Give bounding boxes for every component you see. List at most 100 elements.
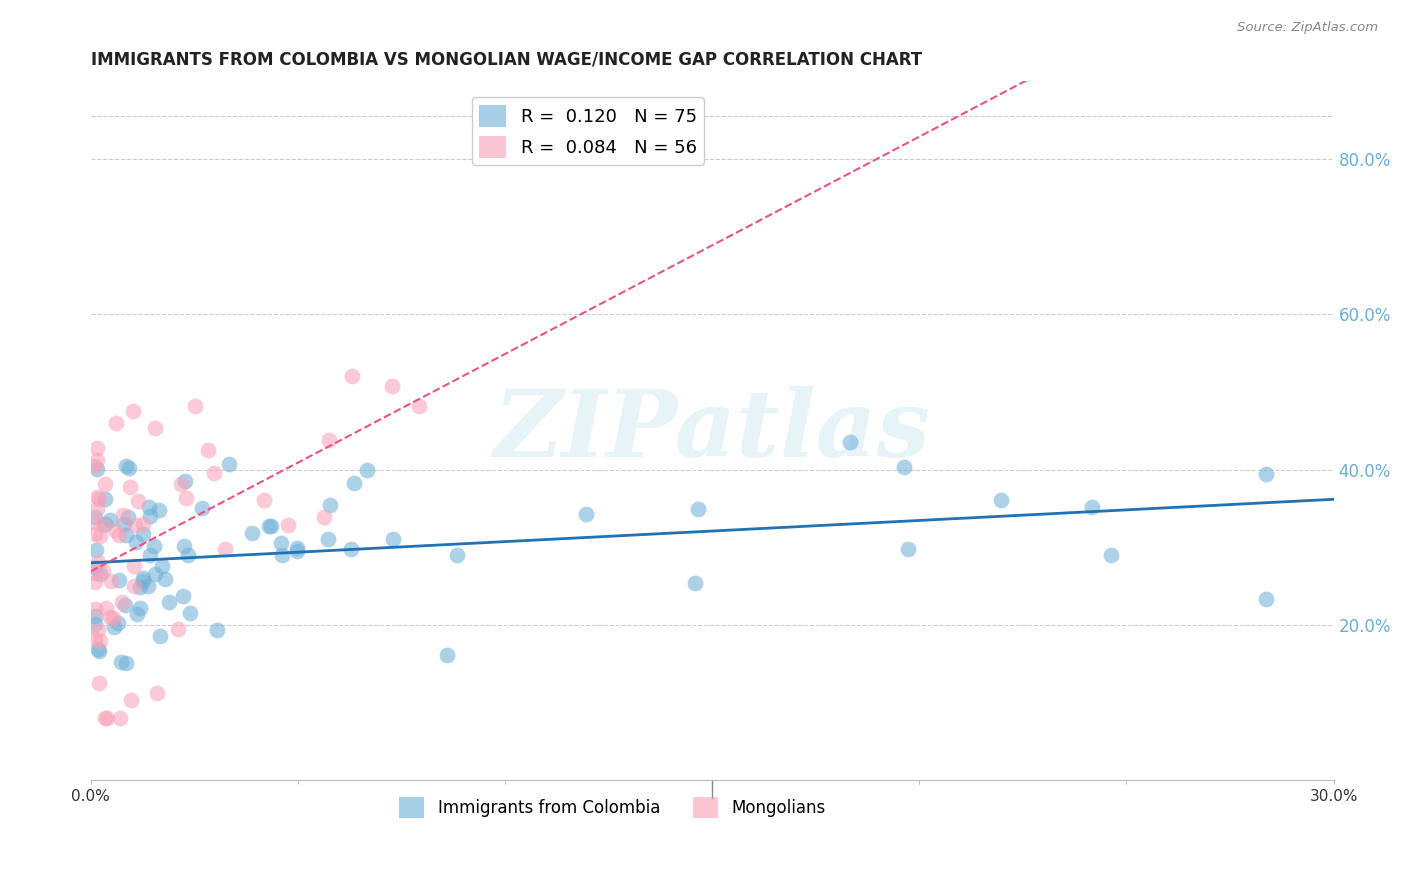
Point (108, 528, 131, 542)
Point (112, 516, 135, 531)
Point (115, 656, 138, 670)
Point (343, 475, 366, 490)
Point (117, 510, 139, 524)
Point (173, 539, 195, 553)
Point (148, 503, 170, 517)
Point (122, 403, 145, 417)
Point (318, 434, 340, 448)
Point (87, 641, 110, 656)
Text: Source: ZipAtlas.com: Source: ZipAtlas.com (1237, 21, 1378, 34)
Point (129, 580, 152, 594)
Point (115, 527, 138, 541)
Point (94, 492, 117, 507)
Point (340, 369, 363, 384)
Point (446, 548, 468, 562)
Point (839, 435, 862, 450)
Point (139, 508, 162, 523)
Point (132, 527, 155, 541)
Point (114, 598, 136, 612)
Point (259, 519, 281, 533)
Point (94, 477, 117, 491)
Point (83, 574, 105, 589)
Point (107, 615, 129, 630)
Point (197, 442, 219, 457)
Point (111, 508, 134, 522)
Point (89, 634, 111, 648)
Point (270, 535, 292, 549)
Point (176, 491, 198, 505)
Point (127, 494, 149, 508)
Point (98, 513, 121, 527)
Point (110, 656, 132, 670)
Point (897, 541, 920, 556)
Point (120, 480, 142, 494)
Point (316, 532, 339, 546)
Point (340, 541, 363, 556)
Point (136, 579, 159, 593)
Point (170, 477, 193, 491)
Point (86, 453, 108, 467)
Point (125, 535, 148, 549)
Legend: Immigrants from Colombia, Mongolians: Immigrants from Colombia, Mongolians (392, 790, 832, 824)
Point (83, 526, 105, 541)
Point (179, 607, 201, 621)
Point (138, 500, 160, 514)
Point (381, 379, 404, 393)
Point (96, 711, 118, 725)
Point (83, 515, 105, 529)
Point (87, 676, 110, 690)
Point (271, 549, 294, 563)
Point (83, 632, 105, 646)
Point (86, 441, 108, 455)
Point (89, 644, 111, 658)
Point (83, 510, 105, 524)
Point (990, 493, 1012, 508)
Point (172, 590, 194, 604)
Point (111, 595, 134, 609)
Text: IMMIGRANTS FROM COLOMBIA VS MONGOLIAN WAGE/INCOME GAP CORRELATION CHART: IMMIGRANTS FROM COLOMBIA VS MONGOLIAN WA… (90, 51, 922, 69)
Point (89, 529, 111, 543)
Point (98, 609, 121, 624)
Point (202, 466, 225, 480)
Point (190, 500, 212, 515)
Point (87, 624, 110, 638)
Point (408, 399, 430, 413)
Point (285, 541, 308, 555)
Point (83, 602, 105, 616)
Point (240, 526, 263, 541)
Point (83, 459, 105, 474)
Point (153, 572, 176, 586)
Point (277, 517, 299, 532)
Point (143, 566, 166, 581)
Point (86, 462, 108, 476)
Point (104, 524, 127, 538)
Point (167, 622, 190, 636)
Point (253, 492, 276, 507)
Point (127, 607, 149, 622)
Point (115, 459, 138, 474)
Point (318, 498, 340, 512)
Point (108, 711, 131, 725)
Point (84, 608, 107, 623)
Point (89, 491, 111, 506)
Point (105, 416, 128, 430)
Point (86, 501, 108, 516)
Point (436, 648, 458, 663)
Point (91, 565, 114, 579)
Point (91, 517, 114, 532)
Point (1254, 467, 1277, 481)
Point (107, 573, 129, 587)
Point (132, 574, 155, 588)
Point (1099, 548, 1122, 562)
Point (83, 560, 105, 574)
Point (83, 617, 105, 632)
Point (101, 611, 124, 625)
Text: ZIPatlas: ZIPatlas (494, 386, 931, 475)
Point (214, 542, 236, 557)
Point (686, 501, 709, 516)
Point (683, 576, 706, 591)
Point (893, 460, 915, 475)
Point (177, 549, 200, 563)
Point (122, 579, 145, 593)
Point (84, 542, 107, 557)
